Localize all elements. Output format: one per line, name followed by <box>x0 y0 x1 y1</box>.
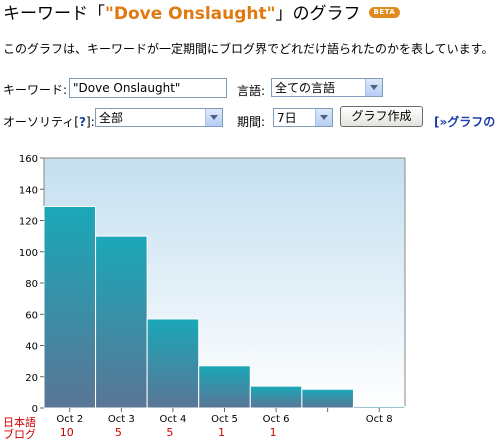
y-tick-label: 80 <box>25 279 38 290</box>
y-tick-label: 140 <box>19 185 38 196</box>
authority-label-text: オーソリティ[ <box>3 115 79 129</box>
title-suffix: 」のグラフ <box>275 4 361 24</box>
x-tick-label: Oct 8 <box>366 414 393 425</box>
japanese-blog-count: 5 <box>166 426 173 439</box>
period-label: 期間: <box>237 115 266 129</box>
bar-1 <box>43 205 97 409</box>
page-description: このグラフは、キーワードが一定期間にブログ界でどれだけ語られたのかを表しています… <box>3 42 494 56</box>
x-tick-label: Oct 3 <box>108 414 135 425</box>
page-title: キーワード「"Dove Onslaught"」のグラフ BETA <box>3 2 401 26</box>
bar-7 <box>352 405 406 409</box>
bar-4 <box>198 365 251 409</box>
title-prefix: キーワード「 <box>3 4 105 24</box>
authority-label: オーソリティ[?]: <box>3 113 95 130</box>
chevron-down-icon <box>365 79 382 96</box>
authority-help-link[interactable]: ? <box>78 115 86 129</box>
authority-select-value: 全部 <box>99 111 124 125</box>
y-tick-label: 20 <box>25 373 38 384</box>
y-tick-label: 160 <box>19 154 38 165</box>
x-tick-label: Oct 4 <box>160 414 187 425</box>
language-select[interactable]: 全ての言語 <box>271 78 383 97</box>
bar-6 <box>301 388 354 409</box>
authority-select[interactable]: 全部 <box>95 108 223 127</box>
create-graph-button[interactable]: グラフ作成 <box>340 106 423 127</box>
language-label: 言語: <box>237 84 266 98</box>
period-select[interactable]: 7日 <box>273 108 333 127</box>
chevron-down-icon <box>315 109 332 126</box>
y-tick-label: 60 <box>25 310 38 321</box>
row-label-japanese: 日本語 <box>3 415 36 429</box>
keyword-label: キーワード: <box>3 83 68 97</box>
beta-badge: BETA <box>368 7 401 18</box>
authority-label-end: ]: <box>85 115 95 129</box>
y-tick-label: 40 <box>25 342 38 353</box>
bar-3 <box>146 318 200 409</box>
japanese-blog-count: 1 <box>270 426 277 439</box>
bar-2 <box>95 235 148 409</box>
japanese-blog-count: 5 <box>115 426 122 439</box>
period-select-value: 7日 <box>277 111 297 125</box>
y-tick-label: 0 <box>32 404 38 415</box>
x-tick-label: Oct 6 <box>263 414 290 425</box>
y-tick-label: 100 <box>19 248 38 259</box>
japanese-blog-count: 1 <box>218 426 225 439</box>
x-tick-label: Oct 5 <box>211 414 238 425</box>
language-select-value: 全ての言語 <box>275 81 336 95</box>
row-label-blog: ブログ <box>3 427 36 441</box>
title-keyword: "Dove Onslaught" <box>105 4 276 24</box>
more-graph-link[interactable]: [»グラフの <box>434 115 496 129</box>
keyword-input[interactable]: "Dove Onslaught" <box>69 78 227 98</box>
japanese-blog-count: 10 <box>60 426 74 439</box>
chevron-down-icon <box>205 109 222 126</box>
x-tick-label: Oct 2 <box>56 414 83 425</box>
y-tick-label: 120 <box>19 217 38 228</box>
bar-5 <box>249 385 303 409</box>
